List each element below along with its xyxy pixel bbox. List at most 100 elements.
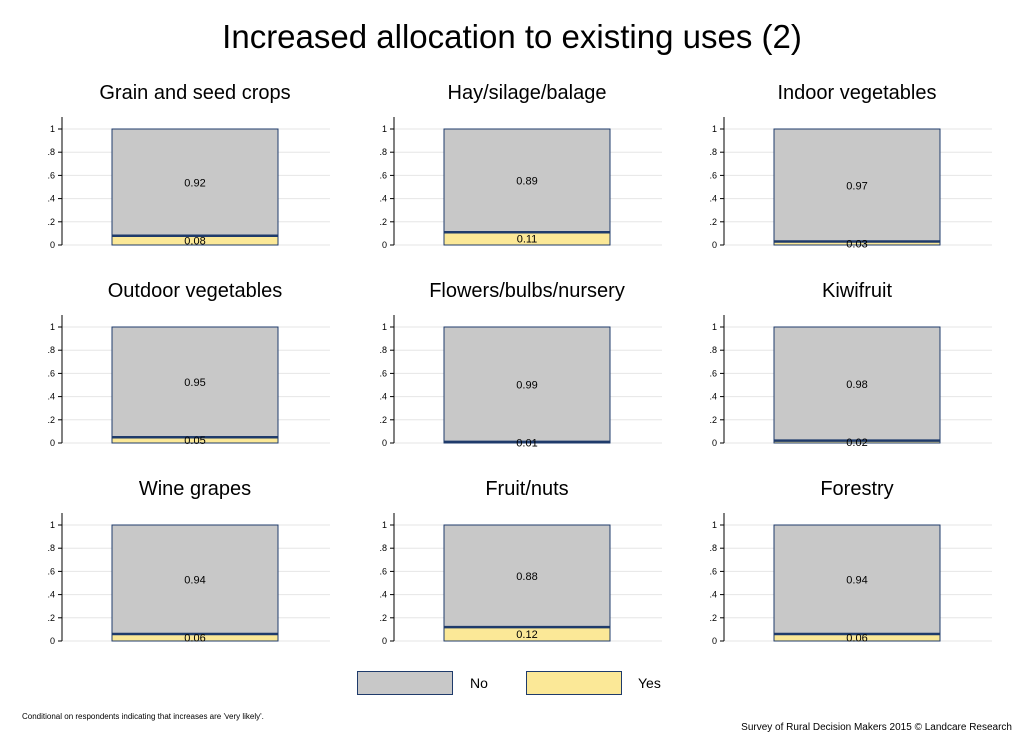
y-tick-label: 0 [50, 438, 55, 448]
y-tick-label: 1 [382, 322, 387, 332]
y-tick-label: .6 [379, 368, 387, 378]
data-label: 0.01 [516, 437, 537, 449]
y-tick-label: 1 [382, 124, 387, 134]
y-tick-label: .4 [709, 392, 717, 402]
y-tick-label: .8 [709, 147, 717, 157]
y-tick-label: 1 [382, 520, 387, 530]
data-label: 0.06 [846, 633, 867, 645]
panel-plot: 0 .2 .4 .6 .8 1 0.05 0.95 [47, 315, 330, 448]
data-label: 0.05 [184, 435, 205, 447]
y-tick-label: 1 [712, 520, 717, 530]
y-tick-label: .4 [379, 590, 387, 600]
y-tick-label: .6 [47, 566, 55, 576]
legend-label-yes: Yes [638, 675, 661, 691]
y-tick-label: .2 [709, 613, 717, 623]
panel-title: Grain and seed crops [99, 82, 291, 104]
data-label: 0.12 [516, 629, 537, 641]
chart-panel: Fruit/nuts 0 .2 .4 .6 .8 1 0.12 0.88 [362, 478, 692, 668]
source-credit: Survey of Rural Decision Makers 2015 © L… [741, 722, 1012, 733]
y-tick-label: .8 [709, 543, 717, 553]
data-label: 0.02 [846, 437, 867, 449]
y-tick-label: .6 [709, 170, 717, 180]
y-tick-label: 0 [712, 636, 717, 646]
chart-panel: Grain and seed crops 0 .2 .4 .6 .8 1 0.08 0.92 [30, 82, 360, 272]
y-tick-label: .8 [47, 345, 55, 355]
y-tick-label: .2 [47, 217, 55, 227]
y-tick-label: .4 [709, 194, 717, 204]
y-tick-label: .6 [709, 566, 717, 576]
y-tick-label: .2 [379, 613, 387, 623]
data-label: 0.94 [846, 575, 867, 587]
data-label: 0.08 [184, 235, 205, 247]
y-tick-label: 1 [50, 322, 55, 332]
y-tick-label: 1 [712, 124, 717, 134]
chart-panel: Hay/silage/balage 0 .2 .4 .6 .8 1 0.11 0.89 [362, 82, 692, 272]
bar-segment-no [443, 326, 611, 443]
y-tick-label: .4 [379, 392, 387, 402]
data-label: 0.94 [184, 575, 205, 587]
y-tick-label: .8 [47, 147, 55, 157]
y-tick-label: .4 [709, 590, 717, 600]
y-tick-label: .8 [379, 147, 387, 157]
y-tick-label: .8 [709, 345, 717, 355]
y-tick-label: 0 [50, 240, 55, 250]
panel-plot: 0 .2 .4 .6 .8 1 0.08 0.92 [47, 117, 330, 250]
panel-plot: 0 .2 .4 .6 .8 1 0.02 0.98 [709, 315, 992, 449]
legend-label-no: No [470, 675, 488, 691]
panel-title: Outdoor vegetables [107, 280, 283, 302]
data-label: 0.98 [846, 379, 867, 391]
y-tick-label: .6 [379, 170, 387, 180]
panel-plot: 0 .2 .4 .6 .8 1 0.06 0.94 [709, 513, 992, 646]
bar-segment-no [773, 326, 941, 442]
panel-title: Fruit/nuts [485, 478, 569, 500]
bar-segment-no [443, 128, 611, 233]
panel-plot: 0 .2 .4 .6 .8 1 0.12 0.88 [379, 513, 662, 646]
y-tick-label: .2 [379, 217, 387, 227]
y-tick-label: .8 [379, 543, 387, 553]
footnote: Conditional on respondents indicating th… [22, 712, 264, 721]
y-tick-label: 1 [712, 322, 717, 332]
data-label: 0.03 [846, 238, 867, 250]
data-label: 0.99 [516, 379, 537, 391]
bar-segment-no [443, 524, 611, 628]
panel-title: Indoor vegetables [777, 82, 937, 104]
bar-segment-no [773, 128, 941, 243]
panel-title: Flowers/bulbs/nursery [429, 280, 625, 302]
chart-panel: Outdoor vegetables 0 .2 .4 .6 .8 1 0.05 0.95 [30, 280, 360, 470]
panel-title: Hay/silage/balage [447, 82, 607, 104]
y-tick-label: 1 [50, 520, 55, 530]
y-tick-label: .2 [379, 415, 387, 425]
data-label: 0.06 [184, 633, 205, 645]
y-tick-label: .6 [379, 566, 387, 576]
chart-panel: Flowers/bulbs/nursery 0 .2 .4 .6 .8 1 0.01 0.99 [362, 280, 692, 470]
data-label: 0.89 [516, 176, 537, 188]
y-tick-label: 0 [712, 240, 717, 250]
chart-title: Increased allocation to existing uses (2… [222, 18, 802, 55]
y-tick-label: .6 [47, 170, 55, 180]
bar-segment-no [111, 128, 279, 237]
y-tick-label: .4 [379, 194, 387, 204]
y-tick-label: 0 [50, 636, 55, 646]
y-tick-label: .6 [47, 368, 55, 378]
y-tick-label: .2 [709, 415, 717, 425]
y-tick-label: 0 [382, 240, 387, 250]
y-tick-label: 1 [50, 124, 55, 134]
panel-plot: 0 .2 .4 .6 .8 1 0.01 0.99 [379, 315, 662, 449]
y-tick-label: .2 [47, 613, 55, 623]
bar-segment-no [773, 524, 941, 635]
chart-panel: Indoor vegetables 0 .2 .4 .6 .8 1 0.03 0.97 [692, 82, 1022, 272]
panel-title: Forestry [820, 478, 894, 500]
legend-swatch-no [357, 671, 453, 695]
chart-panel: Kiwifruit 0 .2 .4 .6 .8 1 0.02 0.98 [692, 280, 1022, 470]
panel-title: Kiwifruit [821, 280, 892, 302]
y-tick-label: 0 [382, 438, 387, 448]
y-tick-label: .2 [709, 217, 717, 227]
panel-plot: 0 .2 .4 .6 .8 1 0.06 0.94 [47, 513, 330, 646]
y-tick-label: .2 [47, 415, 55, 425]
chart-panel: Forestry 0 .2 .4 .6 .8 1 0.06 0.94 [692, 478, 1022, 668]
y-tick-label: 0 [382, 636, 387, 646]
y-tick-label: .4 [47, 392, 55, 402]
y-tick-label: .4 [47, 194, 55, 204]
y-tick-label: .4 [47, 590, 55, 600]
panel-plot: 0 .2 .4 .6 .8 1 0.11 0.89 [379, 117, 662, 250]
